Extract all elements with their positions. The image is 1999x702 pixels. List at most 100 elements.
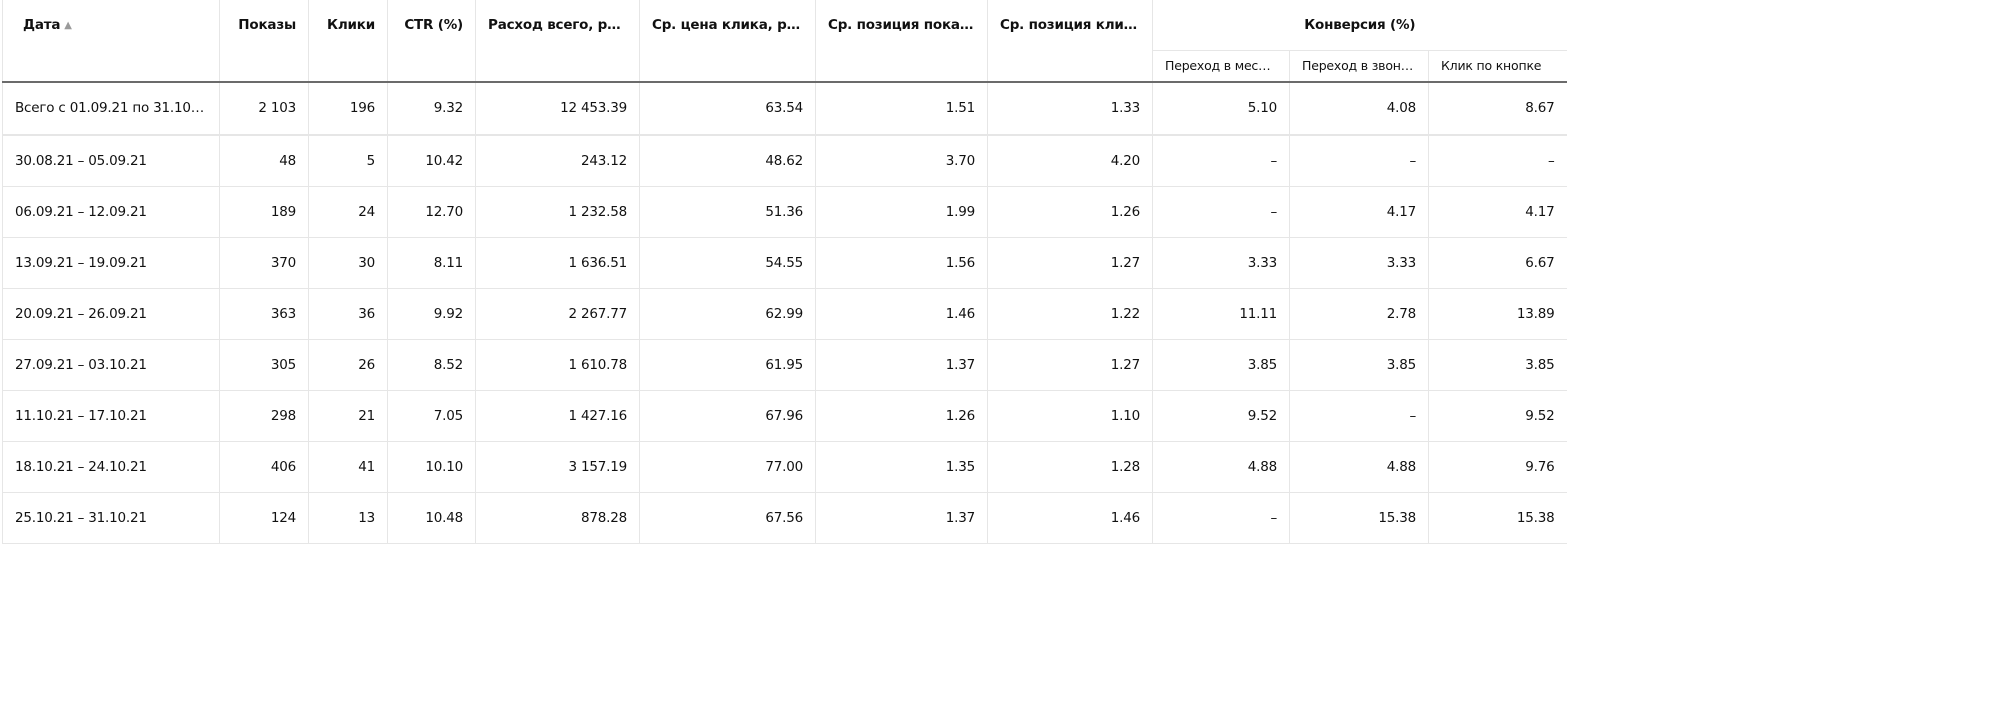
clicks-cell: 41: [308, 441, 388, 493]
clicks-cell: 26: [308, 339, 388, 391]
impressions-cell: 363: [219, 288, 309, 340]
impressions-cell: 48: [219, 134, 309, 187]
spend-cell: 1 610.78: [475, 339, 640, 391]
column-header-avg-cpc[interactable]: Ср. цена клика, руб.: [639, 0, 816, 83]
avg-cpc-cell: 67.96: [639, 390, 816, 442]
avg-click-position-cell: 1.46: [987, 492, 1153, 544]
spend-cell: 1 636.51: [475, 237, 640, 289]
impressions-cell: 406: [219, 441, 309, 493]
avg-click-position-cell: 1.10: [987, 390, 1153, 442]
avg-click-position-cell: 1.22: [987, 288, 1153, 340]
impressions-cell: 305: [219, 339, 309, 391]
table-row: 25.10.21 – 31.10.21 124 13 10.48 878.28 …: [2, 492, 1567, 544]
conversion-messenger-cell: –: [1152, 186, 1290, 238]
avg-impression-position-cell: 1.37: [815, 492, 988, 544]
avg-cpc-cell: 51.36: [639, 186, 816, 238]
column-header-ctr[interactable]: CTR (%): [387, 0, 476, 83]
conversion-call-cell: 3.85: [1289, 339, 1429, 391]
sort-ascending-icon[interactable]: ▲: [64, 20, 72, 31]
avg-impression-position-cell: 1.35: [815, 441, 988, 493]
avg-cpc-cell: 67.56: [639, 492, 816, 544]
table-row: 20.09.21 – 26.09.21 363 36 9.92 2 267.77…: [2, 288, 1567, 340]
total-avg-cpc: 63.54: [639, 80, 816, 136]
spend-cell: 2 267.77: [475, 288, 640, 340]
conversion-button-cell: 9.52: [1428, 390, 1567, 442]
table-header: Дата ▲ Показы Клики CTR (%) Расход всего,…: [2, 0, 1567, 83]
date-cell: 11.10.21 – 17.10.21: [2, 390, 220, 442]
total-conversion-messenger: 5.10: [1152, 80, 1290, 136]
table-row: 27.09.21 – 03.10.21 305 26 8.52 1 610.78…: [2, 339, 1567, 391]
conversion-call-cell: 2.78: [1289, 288, 1429, 340]
avg-impression-position-cell: 1.46: [815, 288, 988, 340]
table-row: 11.10.21 – 17.10.21 298 21 7.05 1 427.16…: [2, 390, 1567, 442]
avg-cpc-cell: 48.62: [639, 134, 816, 187]
date-cell: 13.09.21 – 19.09.21: [2, 237, 220, 289]
ctr-cell: 10.10: [387, 441, 476, 493]
clicks-cell: 36: [308, 288, 388, 340]
avg-impression-position-cell: 1.26: [815, 390, 988, 442]
conversion-messenger-cell: –: [1152, 492, 1290, 544]
conversion-call-cell: –: [1289, 390, 1429, 442]
column-header-avg-click-position[interactable]: Ср. позиция клика: [987, 0, 1153, 83]
column-header-conversion-button[interactable]: Клик по кнопке: [1428, 50, 1567, 83]
spend-cell: 878.28: [475, 492, 640, 544]
avg-cpc-cell: 54.55: [639, 237, 816, 289]
column-header-conversion-call[interactable]: Переход в звон…: [1289, 50, 1429, 83]
clicks-cell: 13: [308, 492, 388, 544]
clicks-cell: 24: [308, 186, 388, 238]
conversion-button-cell: 9.76: [1428, 441, 1567, 493]
total-clicks: 196: [308, 80, 388, 136]
statistics-table: Всего с 01.09.21 по 31.10.21 2 103 196 9…: [2, 0, 1567, 544]
column-header-clicks[interactable]: Клики: [308, 0, 388, 83]
avg-impression-position-cell: 1.37: [815, 339, 988, 391]
conversion-messenger-cell: 4.88: [1152, 441, 1290, 493]
conversion-button-cell: –: [1428, 134, 1567, 187]
spend-cell: 1 232.58: [475, 186, 640, 238]
conversion-messenger-cell: 3.33: [1152, 237, 1290, 289]
total-avg-impression-position: 1.51: [815, 80, 988, 136]
conversion-messenger-cell: –: [1152, 134, 1290, 187]
spend-cell: 1 427.16: [475, 390, 640, 442]
total-avg-click-position: 1.33: [987, 80, 1153, 136]
column-header-conversion-messenger[interactable]: Переход в месс…: [1152, 50, 1290, 83]
conversion-button-cell: 15.38: [1428, 492, 1567, 544]
date-cell: 06.09.21 – 12.09.21: [2, 186, 220, 238]
ctr-cell: 10.48: [387, 492, 476, 544]
spend-cell: 243.12: [475, 134, 640, 187]
avg-impression-position-cell: 3.70: [815, 134, 988, 187]
conversion-button-cell: 13.89: [1428, 288, 1567, 340]
avg-impression-position-cell: 1.56: [815, 237, 988, 289]
conversion-call-cell: –: [1289, 134, 1429, 187]
date-cell: 27.09.21 – 03.10.21: [2, 339, 220, 391]
column-header-impressions[interactable]: Показы: [219, 0, 309, 83]
total-impressions: 2 103: [219, 80, 309, 136]
date-cell: 25.10.21 – 31.10.21: [2, 492, 220, 544]
conversion-call-cell: 3.33: [1289, 237, 1429, 289]
impressions-cell: 370: [219, 237, 309, 289]
total-spend: 12 453.39: [475, 80, 640, 136]
conversion-call-cell: 15.38: [1289, 492, 1429, 544]
conversion-call-cell: 4.88: [1289, 441, 1429, 493]
column-header-date-label: Дата: [23, 17, 61, 33]
column-header-date[interactable]: Дата ▲: [2, 0, 220, 83]
total-row: Всего с 01.09.21 по 31.10.21 2 103 196 9…: [2, 80, 1567, 136]
total-label: Всего с 01.09.21 по 31.10.21: [2, 80, 220, 136]
table-row: 13.09.21 – 19.09.21 370 30 8.11 1 636.51…: [2, 237, 1567, 289]
table-row: 06.09.21 – 12.09.21 189 24 12.70 1 232.5…: [2, 186, 1567, 238]
clicks-cell: 30: [308, 237, 388, 289]
ctr-cell: 8.52: [387, 339, 476, 391]
conversion-call-cell: 4.17: [1289, 186, 1429, 238]
avg-impression-position-cell: 1.99: [815, 186, 988, 238]
table-row: 30.08.21 – 05.09.21 48 5 10.42 243.12 48…: [2, 134, 1567, 187]
conversion-button-cell: 4.17: [1428, 186, 1567, 238]
ctr-cell: 12.70: [387, 186, 476, 238]
column-header-avg-impression-position[interactable]: Ср. позиция показа: [815, 0, 988, 83]
avg-click-position-cell: 1.27: [987, 339, 1153, 391]
avg-click-position-cell: 1.27: [987, 237, 1153, 289]
ctr-cell: 8.11: [387, 237, 476, 289]
avg-click-position-cell: 1.28: [987, 441, 1153, 493]
column-header-spend[interactable]: Расход всего, руб.: [475, 0, 640, 83]
ctr-cell: 10.42: [387, 134, 476, 187]
date-cell: 30.08.21 – 05.09.21: [2, 134, 220, 187]
date-cell: 18.10.21 – 24.10.21: [2, 441, 220, 493]
